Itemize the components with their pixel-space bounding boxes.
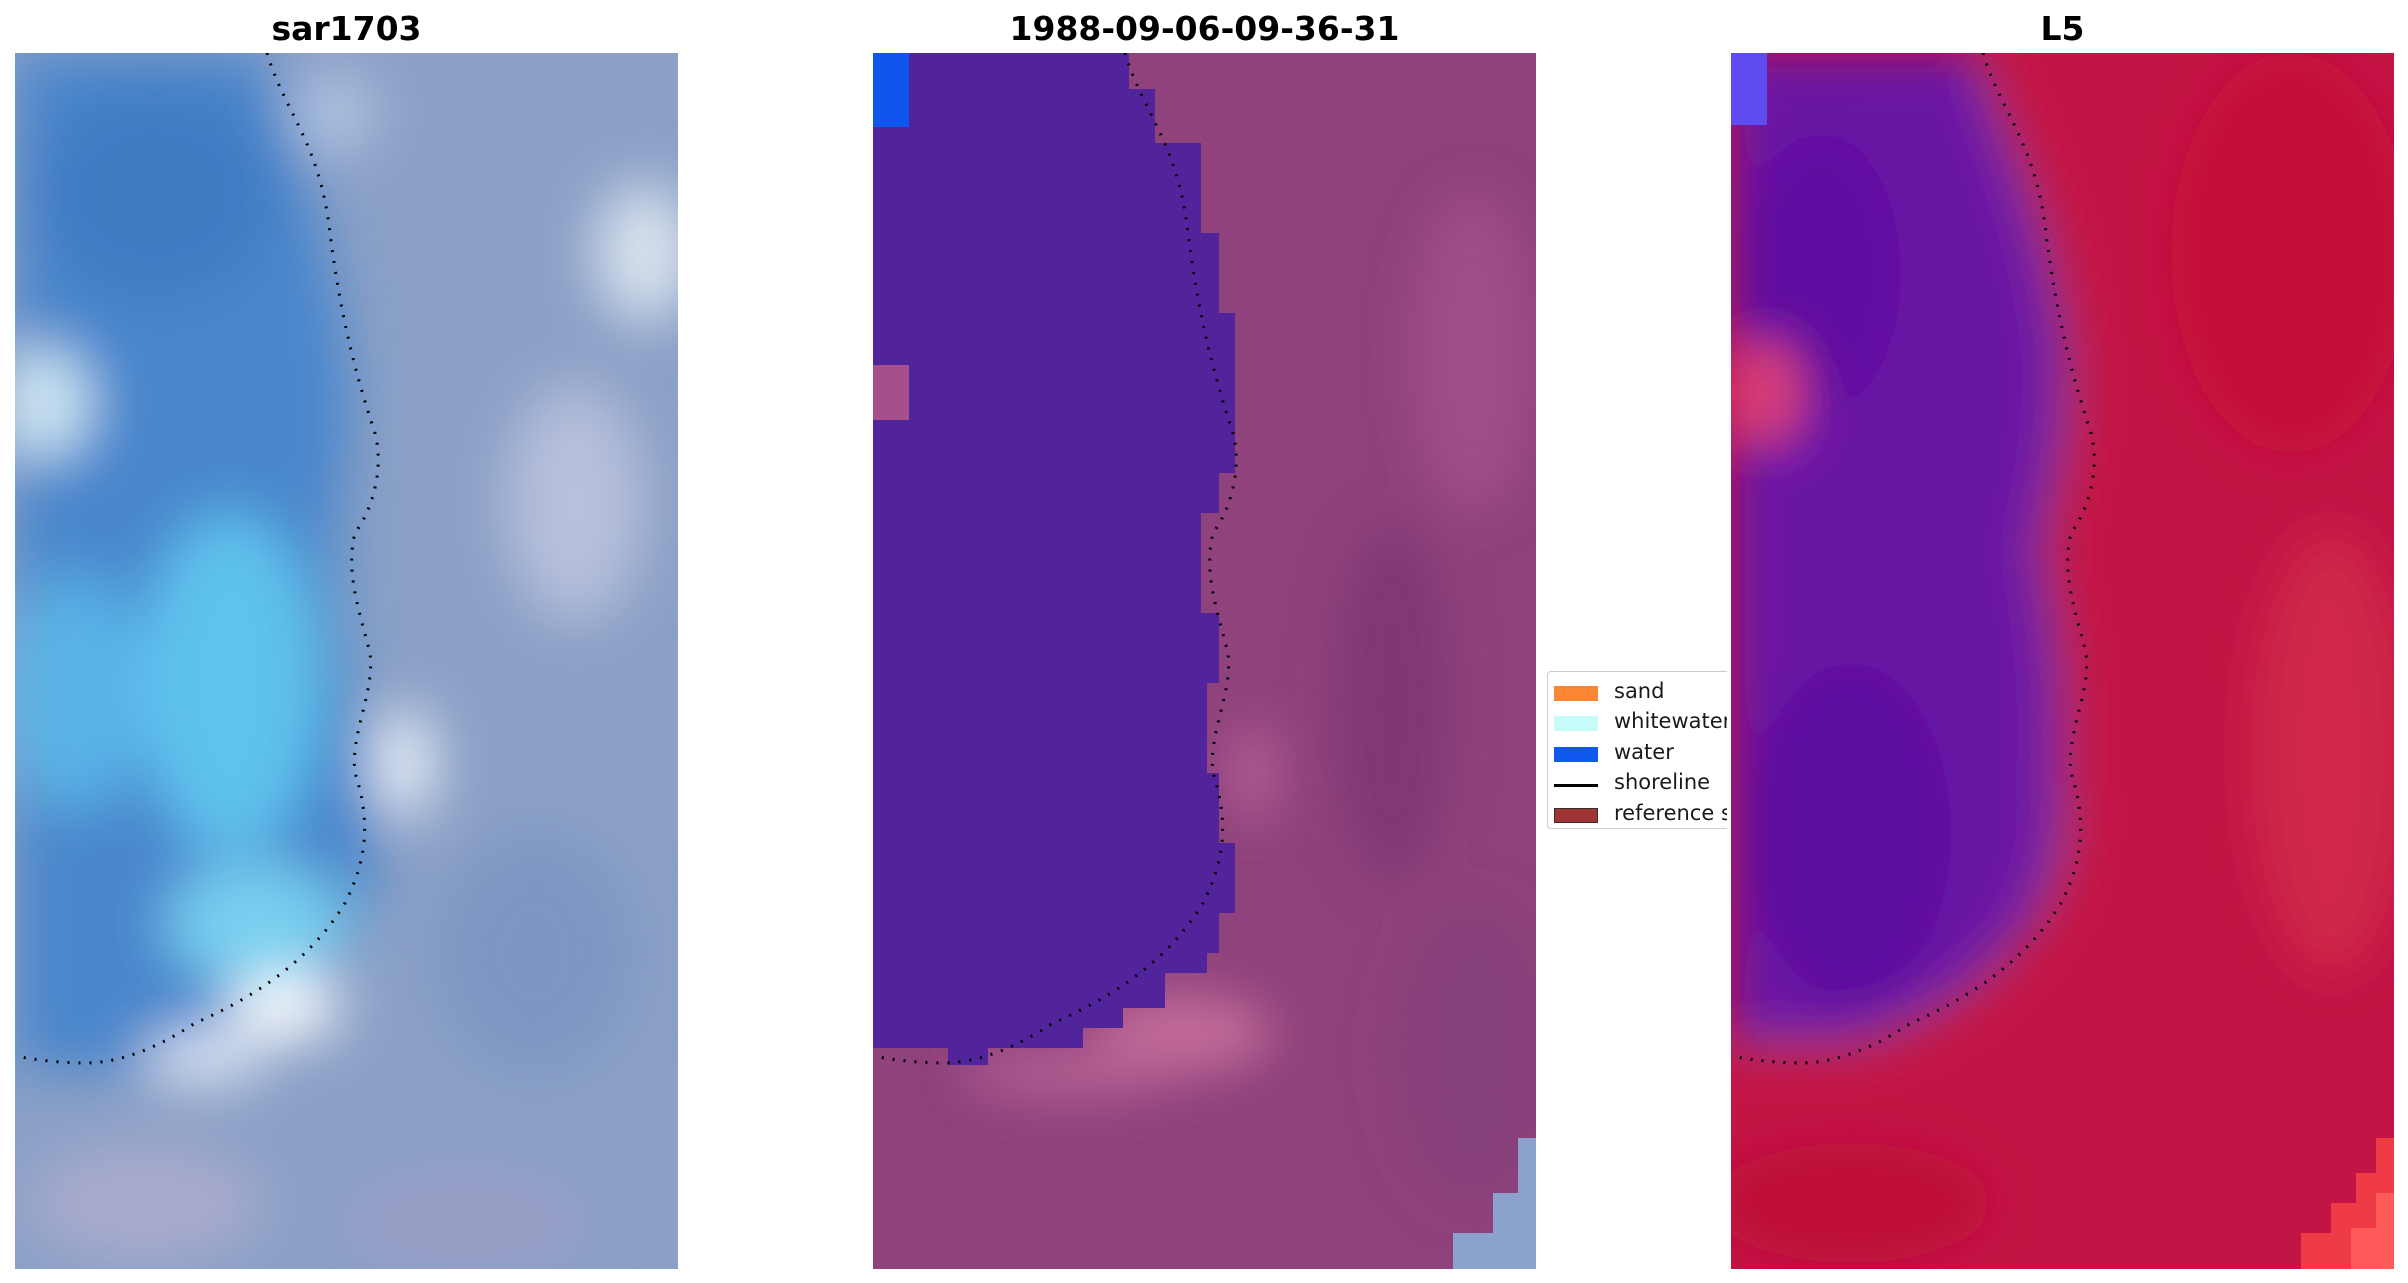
legend-item-shoreline: shoreline xyxy=(1548,768,1727,798)
legend-item-sand: sand xyxy=(1548,677,1727,707)
legend-item-whitewater: whitewater xyxy=(1548,707,1727,737)
title-left: sar1703 xyxy=(271,9,422,48)
legend: sand whitewater water shoreline referenc… xyxy=(1547,671,1727,829)
water-region xyxy=(873,53,1235,1065)
rgb-image-panel xyxy=(15,53,678,1269)
shoreline-trace-middle xyxy=(873,53,1238,1065)
legend-label-shoreline: shoreline xyxy=(1614,770,1711,795)
water-swatch xyxy=(1554,746,1598,762)
whitewater-swatch xyxy=(1554,716,1598,732)
title-middle: 1988-09-06-09-36-31 xyxy=(1009,9,1400,48)
legend-label-water: water xyxy=(1614,739,1674,764)
title-right: L5 xyxy=(2040,9,2085,48)
shoreline-line-symbol xyxy=(1554,784,1598,788)
reference-swatch xyxy=(1554,807,1598,823)
index-panel xyxy=(1731,53,2394,1269)
legend-item-reference-shoreline: reference s xyxy=(1548,799,1727,828)
legend-item-water: water xyxy=(1548,738,1727,768)
sand-swatch xyxy=(1554,686,1598,701)
shoreline-trace-right xyxy=(1731,53,2096,1065)
legend-label-reference: reference s xyxy=(1614,800,1727,825)
legend-label-sand: sand xyxy=(1614,679,1665,703)
classification-panel xyxy=(873,53,1536,1269)
shoreline-trace-left xyxy=(15,53,380,1065)
legend-label-whitewater: whitewater xyxy=(1614,709,1727,734)
